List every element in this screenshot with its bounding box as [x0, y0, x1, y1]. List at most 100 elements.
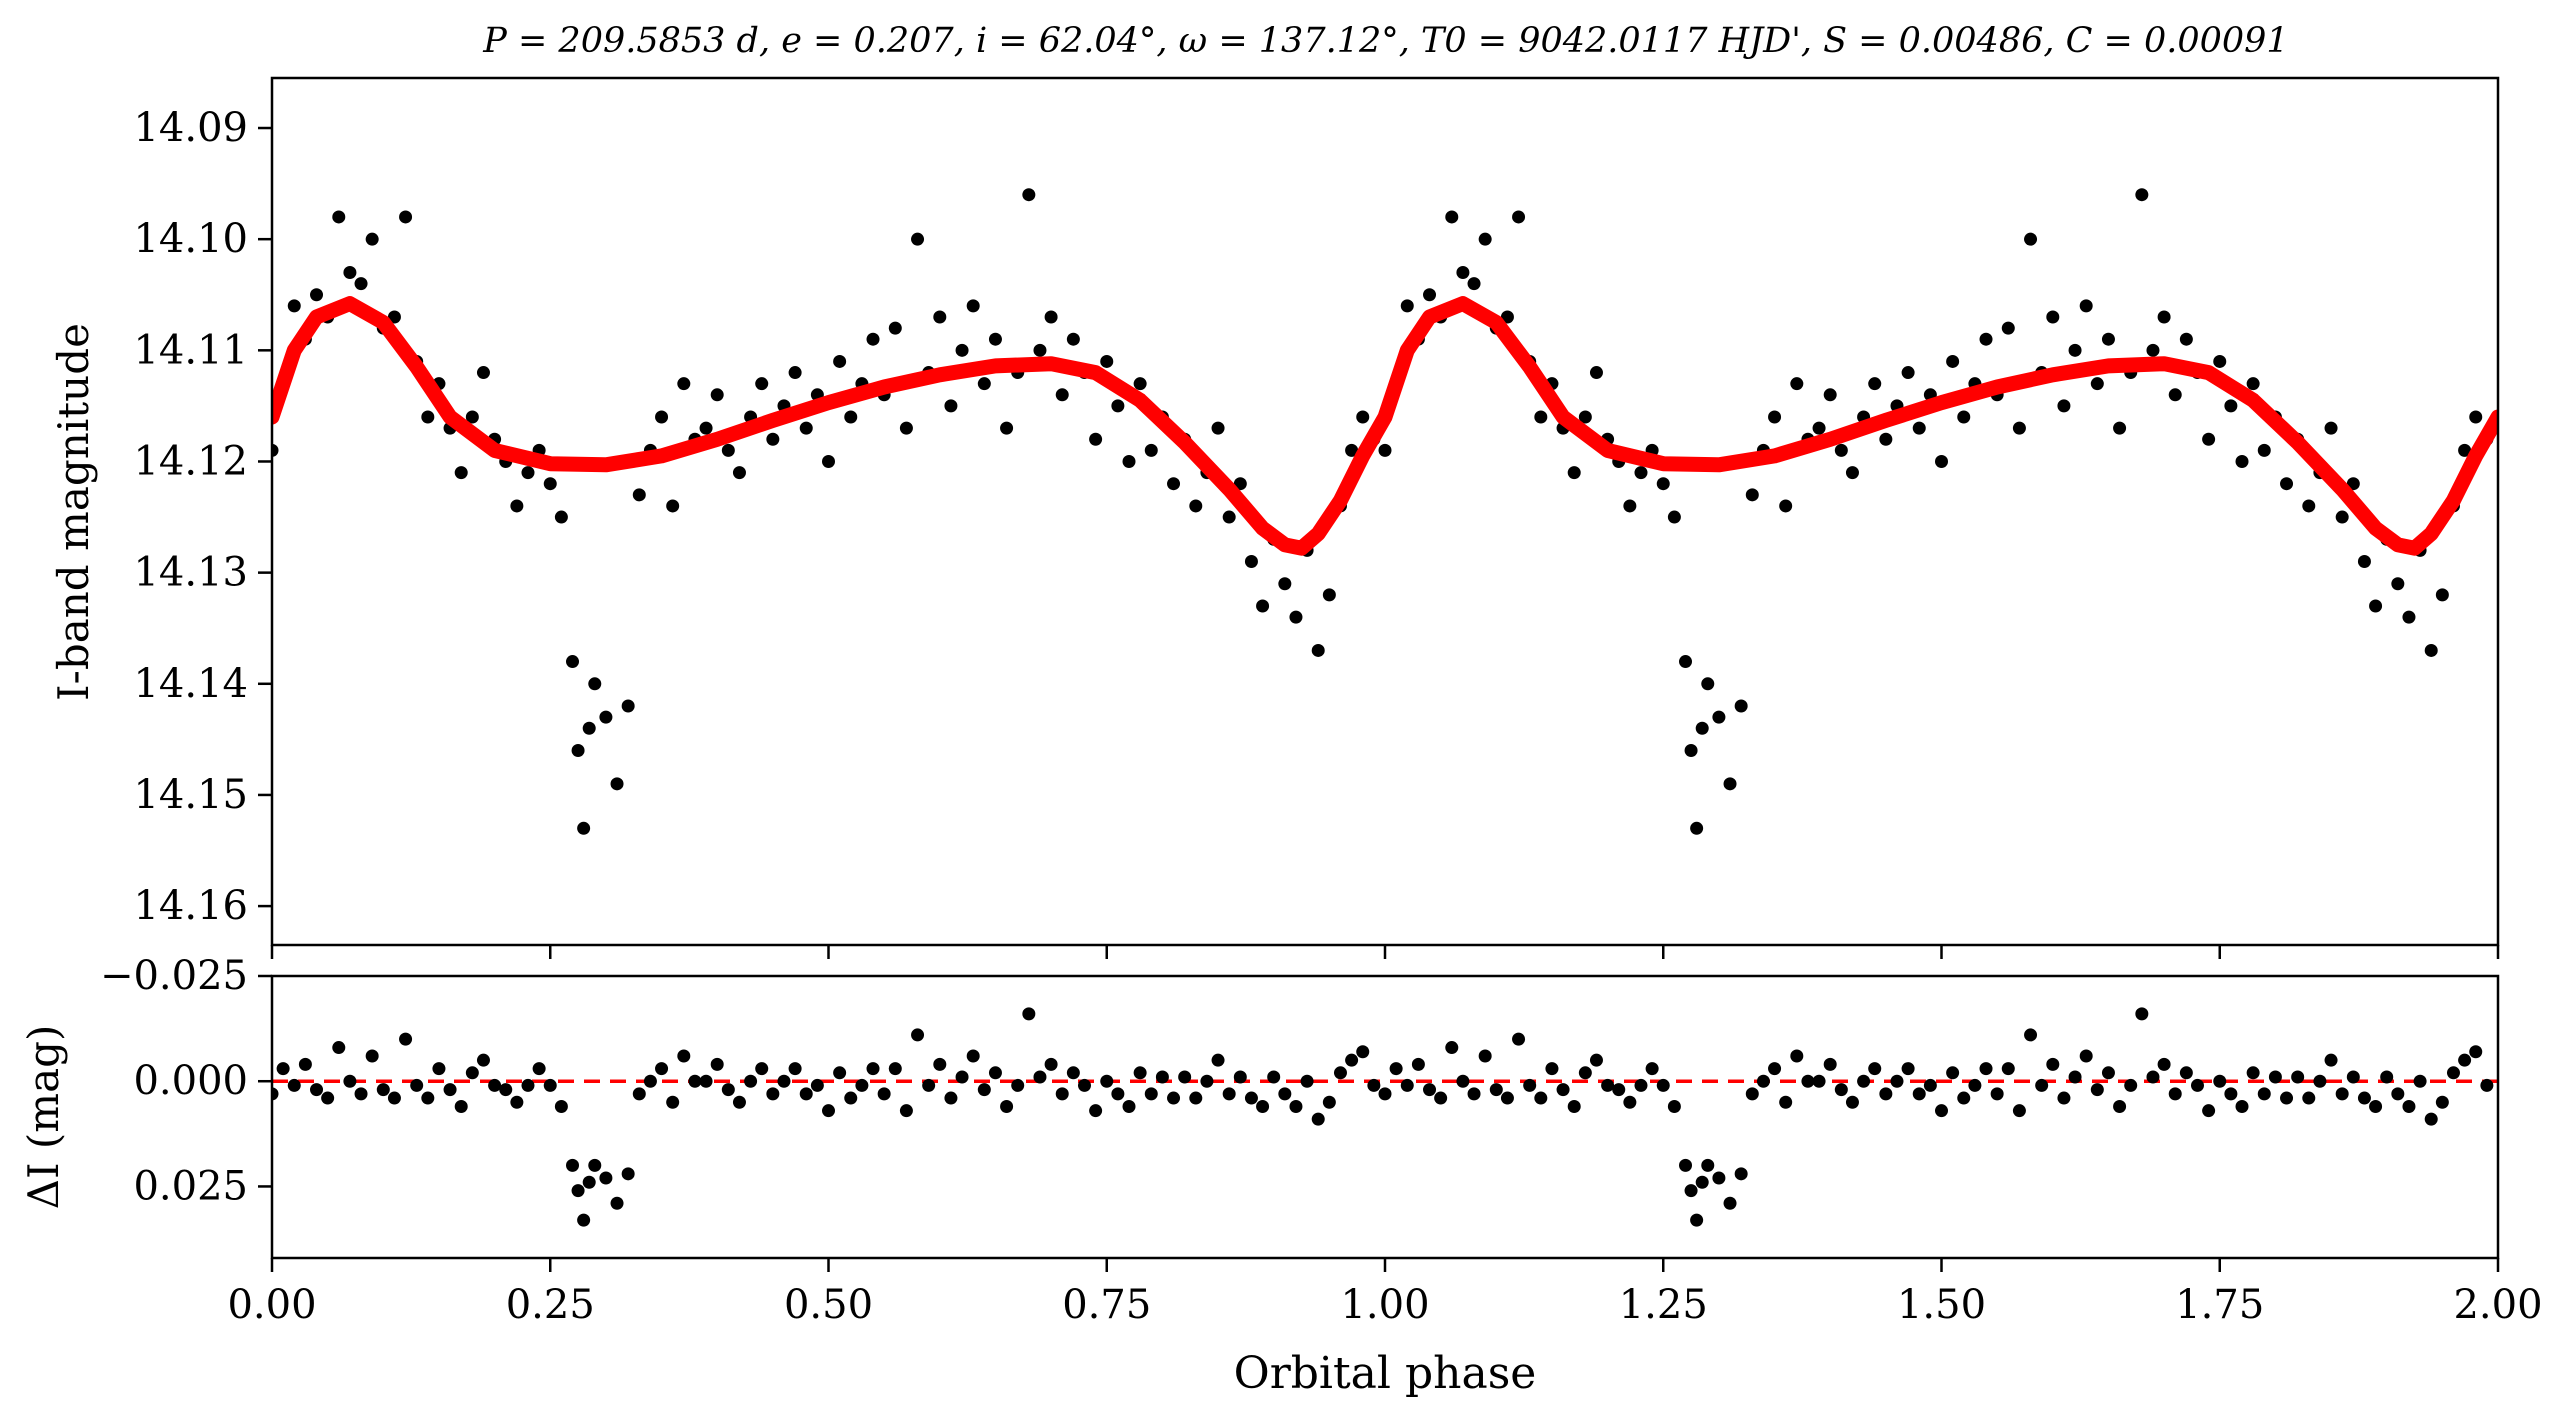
- residual-point: [922, 1078, 936, 1092]
- data-point: [1456, 266, 1470, 280]
- residual-point: [2202, 1104, 2216, 1118]
- data-point: [721, 443, 735, 457]
- residual-point: [1745, 1087, 1759, 1101]
- residual-point: [376, 1083, 390, 1097]
- residual-point: [1645, 1062, 1659, 1076]
- residual-point: [1612, 1083, 1626, 1097]
- data-point: [1823, 388, 1837, 402]
- data-point: [1100, 354, 1114, 368]
- residual-point: [532, 1062, 546, 1076]
- residual-point: [1356, 1045, 1370, 1059]
- residual-point: [387, 1091, 401, 1105]
- residual-point: [2402, 1099, 2416, 1113]
- residual-point: [1623, 1095, 1637, 1109]
- residual-point: [599, 1171, 613, 1185]
- data-point: [2402, 610, 2416, 624]
- data-point: [1322, 588, 1336, 602]
- data-point: [766, 432, 780, 446]
- residual-point: [1256, 1099, 1270, 1113]
- top-x-ticks: [270, 945, 2500, 959]
- y-tick-label: 0.000: [133, 1058, 248, 1104]
- residual-point: [1300, 1074, 1314, 1088]
- bottom-points-layer: [272, 1007, 2494, 1227]
- data-point: [655, 410, 669, 424]
- data-point: [1022, 188, 1036, 202]
- residual-point: [1923, 1078, 1937, 1092]
- data-point: [833, 354, 847, 368]
- residual-point: [1100, 1074, 1114, 1088]
- data-point: [2012, 421, 2026, 435]
- residual-point: [321, 1091, 335, 1105]
- data-point: [332, 210, 346, 224]
- data-point: [2246, 377, 2260, 391]
- residual-point: [1311, 1112, 1325, 1126]
- data-point: [1901, 366, 1915, 380]
- residual-point: [944, 1091, 958, 1105]
- data-point: [844, 410, 858, 424]
- residual-point: [1111, 1087, 1125, 1101]
- data-point: [2335, 510, 2349, 524]
- data-point: [2202, 432, 2216, 446]
- data-point: [1623, 499, 1637, 513]
- residual-point: [1044, 1057, 1058, 1071]
- data-point: [710, 388, 724, 402]
- data-point: [2302, 499, 2316, 513]
- residual-point: [1912, 1087, 1926, 1101]
- data-point: [1467, 277, 1481, 291]
- residual-point: [499, 1083, 513, 1097]
- data-point: [582, 721, 596, 735]
- data-point: [933, 310, 947, 324]
- residual-point: [2113, 1099, 2127, 1113]
- residual-point: [732, 1095, 746, 1109]
- residual-point: [1155, 1070, 1169, 1084]
- top-y-ticks: 14.09 14.10 14.11 14.12 14.13 14.14 14.15 14.16: [133, 105, 272, 929]
- residual-point: [1845, 1095, 1859, 1109]
- residual-point: [899, 1104, 913, 1118]
- residual-point: [1411, 1057, 1425, 1071]
- residual-point: [2046, 1057, 2060, 1071]
- data-point: [2090, 377, 2104, 391]
- data-point: [888, 321, 902, 335]
- residual-point: [1178, 1070, 1192, 1084]
- residual-point: [1523, 1078, 1537, 1092]
- y-tick-label: 14.15: [133, 772, 248, 818]
- y-tick-label: −0.025: [100, 953, 248, 999]
- residual-point: [432, 1062, 446, 1076]
- data-point: [1167, 477, 1181, 491]
- residual-point: [2469, 1045, 2483, 1059]
- residual-point: [521, 1078, 535, 1092]
- residual-point: [399, 1032, 413, 1046]
- residual-point: [566, 1158, 580, 1172]
- data-point: [2224, 399, 2238, 413]
- residual-point: [1979, 1062, 1993, 1076]
- residual-point: [2446, 1066, 2460, 1080]
- data-point: [521, 466, 535, 480]
- data-point: [2435, 588, 2449, 602]
- data-point: [1957, 410, 1971, 424]
- data-point: [2235, 454, 2249, 468]
- residual-point: [799, 1087, 813, 1101]
- residual-point: [699, 1074, 713, 1088]
- data-point: [1868, 377, 1882, 391]
- data-point: [2469, 410, 2483, 424]
- residual-point: [2480, 1078, 2494, 1092]
- residual-point: [310, 1083, 324, 1097]
- data-point: [2024, 232, 2038, 246]
- residual-point: [1122, 1099, 1136, 1113]
- data-point: [543, 477, 557, 491]
- residual-point: [476, 1053, 490, 1067]
- data-point: [510, 499, 524, 513]
- residual-point: [1589, 1053, 1603, 1067]
- residual-point: [766, 1087, 780, 1101]
- residual-point: [1089, 1104, 1103, 1118]
- data-point: [1845, 466, 1859, 480]
- data-point: [272, 443, 279, 457]
- residual-point: [2413, 1074, 2427, 1088]
- data-point: [1478, 232, 1492, 246]
- residual-point: [1211, 1053, 1225, 1067]
- data-point: [577, 821, 591, 835]
- residual-point: [2246, 1066, 2260, 1080]
- residual-point: [1267, 1070, 1281, 1084]
- x-tick-label: 0.75: [1062, 1282, 1151, 1328]
